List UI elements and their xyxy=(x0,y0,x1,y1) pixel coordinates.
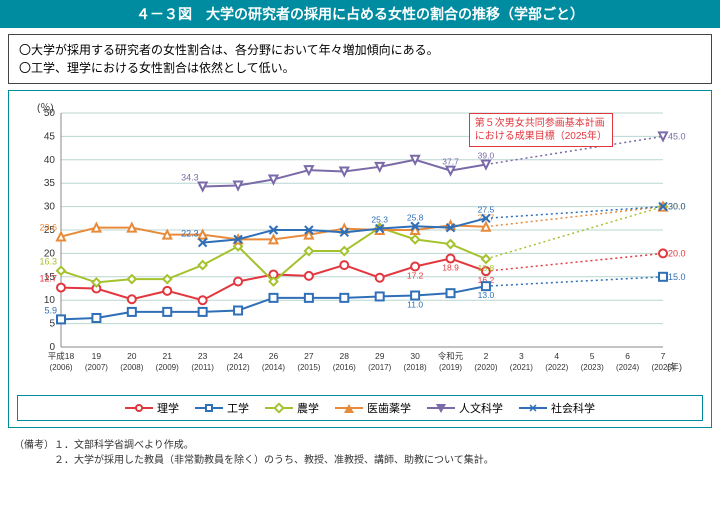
legend-label: 農学 xyxy=(297,400,319,416)
svg-text:39.0: 39.0 xyxy=(478,150,495,160)
svg-text:(2023): (2023) xyxy=(581,363,604,372)
goal-line: 第５次男女共同参画基本計画 xyxy=(475,117,607,130)
svg-text:34.3: 34.3 xyxy=(181,172,199,182)
svg-text:2: 2 xyxy=(484,351,489,361)
chart-container: 05101520253035404550(％)平成18(2006)19(2007… xyxy=(8,90,712,428)
footer-notes: （備考）１．文部科学省調べより作成。 ２．大学が採用した教員（非常勤教員を除く）… xyxy=(0,434,720,476)
svg-text:12.7: 12.7 xyxy=(39,274,57,284)
svg-text:(2008): (2008) xyxy=(120,363,143,372)
svg-text:4: 4 xyxy=(554,351,559,361)
svg-text:(2007): (2007) xyxy=(85,363,108,372)
svg-text:平成18: 平成18 xyxy=(48,351,75,361)
line-chart: 05101520253035404550(％)平成18(2006)19(2007… xyxy=(17,99,703,389)
legend-item: 農学 xyxy=(265,400,319,416)
svg-text:(2020): (2020) xyxy=(474,363,497,372)
svg-text:17.2: 17.2 xyxy=(407,271,424,281)
svg-text:16.3: 16.3 xyxy=(39,257,57,267)
svg-text:23: 23 xyxy=(198,351,208,361)
footer-line: ２．大学が採用した教員（非常勤教員を除く）のうち、教授、准教授、講師、助教につい… xyxy=(14,453,706,468)
summary-notes: 〇大学が採用する研究者の女性割合は、各分野において年々増加傾向にある。 〇工学、… xyxy=(8,34,712,84)
svg-text:7: 7 xyxy=(661,351,666,361)
svg-text:(％): (％) xyxy=(37,103,54,114)
svg-text:30: 30 xyxy=(410,351,420,361)
legend-label: 医歯薬学 xyxy=(367,400,411,416)
svg-text:30.0: 30.0 xyxy=(668,202,686,212)
svg-text:28: 28 xyxy=(340,351,350,361)
goal-annotation: 第５次男女共同参画基本計画 における成果目標（2025年） xyxy=(469,113,613,147)
svg-text:令和元: 令和元 xyxy=(438,351,464,361)
chart-legend: 理学 工学 農学 医歯薬学 人文科学 ✕社会科学 xyxy=(17,395,703,421)
svg-text:(2019): (2019) xyxy=(439,363,462,372)
svg-text:(2006): (2006) xyxy=(49,363,72,372)
svg-text:35: 35 xyxy=(44,178,56,189)
svg-text:23.6: 23.6 xyxy=(39,223,57,233)
svg-text:27.5: 27.5 xyxy=(478,204,495,214)
svg-text:20.0: 20.0 xyxy=(668,248,686,258)
note-line: 〇工学、理学における女性割合は依然として低い。 xyxy=(19,59,701,77)
svg-text:20: 20 xyxy=(127,351,137,361)
svg-text:5: 5 xyxy=(49,319,55,330)
svg-text:5: 5 xyxy=(590,351,595,361)
svg-text:45.0: 45.0 xyxy=(668,131,686,141)
svg-text:(2015): (2015) xyxy=(297,363,320,372)
svg-text:22.3: 22.3 xyxy=(181,229,199,239)
svg-text:(2009): (2009) xyxy=(156,363,179,372)
svg-text:26: 26 xyxy=(269,351,279,361)
svg-text:37.7: 37.7 xyxy=(442,157,459,167)
svg-text:18.8: 18.8 xyxy=(478,263,495,273)
svg-text:(2011): (2011) xyxy=(191,363,214,372)
svg-text:5.9: 5.9 xyxy=(44,305,57,315)
svg-text:18.9: 18.9 xyxy=(442,263,459,273)
svg-text:25.3: 25.3 xyxy=(371,215,388,225)
svg-text:3: 3 xyxy=(519,351,524,361)
svg-text:25.8: 25.8 xyxy=(407,212,424,222)
legend-label: 工学 xyxy=(227,400,249,416)
note-line: 〇大学が採用する研究者の女性割合は、各分野において年々増加傾向にある。 xyxy=(19,41,701,59)
svg-text:21: 21 xyxy=(163,351,173,361)
svg-text:30: 30 xyxy=(44,202,56,213)
legend-item: 工学 xyxy=(195,400,249,416)
svg-text:(2014): (2014) xyxy=(262,363,285,372)
legend-item: ✕社会科学 xyxy=(519,400,595,416)
goal-line: における成果目標（2025年） xyxy=(475,130,607,143)
legend-label: 人文科学 xyxy=(459,400,503,416)
chart-title: ４－３図 大学の研究者の採用に占める女性の割合の推移（学部ごと） xyxy=(0,0,720,28)
legend-item: 医歯薬学 xyxy=(335,400,411,416)
svg-text:(2012): (2012) xyxy=(226,363,249,372)
svg-text:19: 19 xyxy=(92,351,102,361)
svg-text:(2016): (2016) xyxy=(333,363,356,372)
svg-text:11.0: 11.0 xyxy=(407,300,423,310)
svg-text:45: 45 xyxy=(44,131,56,142)
svg-text:29: 29 xyxy=(375,351,385,361)
legend-item: 理学 xyxy=(125,400,179,416)
legend-label: 理学 xyxy=(157,400,179,416)
svg-text:40: 40 xyxy=(44,155,56,166)
legend-item: 人文科学 xyxy=(427,400,503,416)
svg-text:(2018): (2018) xyxy=(404,363,427,372)
svg-text:6: 6 xyxy=(625,351,630,361)
footer-line: （備考）１．文部科学省調べより作成。 xyxy=(14,438,706,453)
svg-text:(年): (年) xyxy=(667,361,682,372)
svg-text:27: 27 xyxy=(304,351,314,361)
legend-label: 社会科学 xyxy=(551,400,595,416)
svg-text:13.0: 13.0 xyxy=(478,290,495,300)
svg-text:(2022): (2022) xyxy=(545,363,568,372)
svg-text:24: 24 xyxy=(233,351,243,361)
svg-text:(2017): (2017) xyxy=(368,363,391,372)
svg-text:(2024): (2024) xyxy=(616,363,639,372)
svg-text:(2021): (2021) xyxy=(510,363,533,372)
svg-text:15.0: 15.0 xyxy=(668,272,686,282)
